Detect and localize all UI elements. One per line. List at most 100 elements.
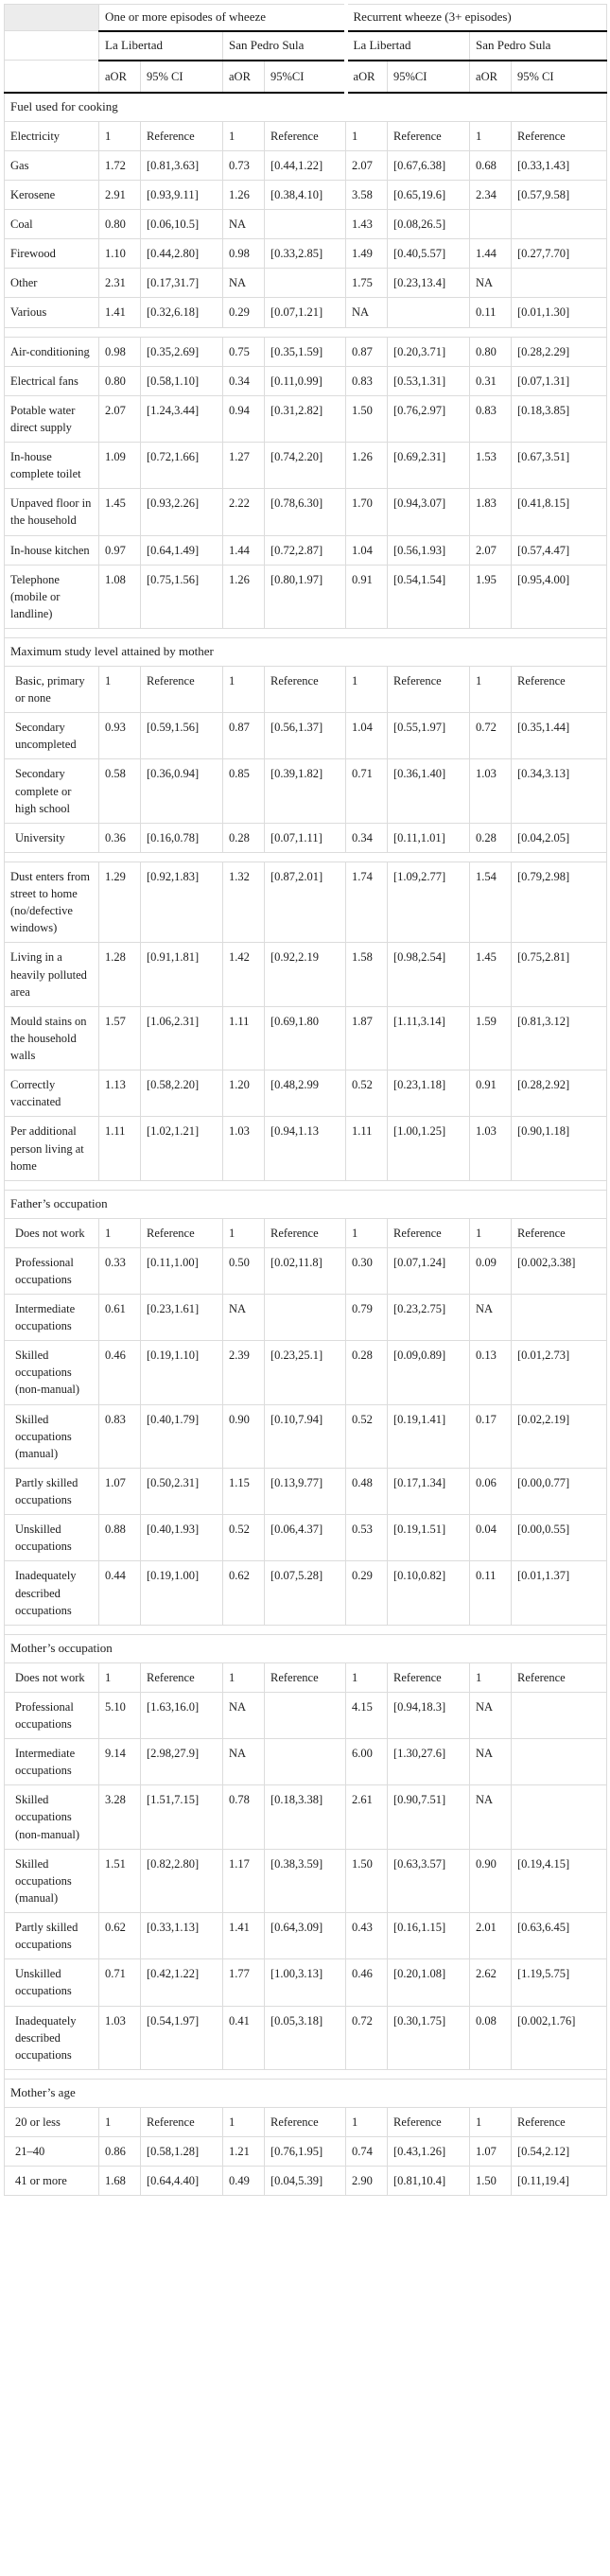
value-cell: [0.11,19.4] (511, 2166, 608, 2197)
value-cell: 1.50 (469, 2166, 513, 2197)
value-cell: 1 (222, 665, 265, 714)
row-label: Potable water direct supply (4, 394, 99, 444)
value-cell: [0.00,0.77] (511, 1467, 608, 1516)
value-cell: [0.20,3.71] (387, 336, 471, 367)
measure-header-row: aOR 95% CI aOR 95%CI aOR 95%CI aOR 95% C… (4, 60, 608, 94)
table-row: Unskilled occupations 0.88 [0.40,1.93] 0.52… (4, 1514, 608, 1562)
value-cell: [0.63,3.57] (387, 1848, 471, 1914)
page: One or more episodes of wheeze Recurrent… (3, 3, 608, 2197)
value-cell: [0.59,1.56] (140, 712, 223, 760)
value-cell: 1.04 (345, 712, 389, 760)
value-cell: 0.46 (345, 1958, 389, 2007)
value-cell: 1.83 (469, 488, 513, 536)
value-cell: [0.38,3.59] (263, 1848, 347, 1914)
value-cell: 1.57 (98, 1005, 141, 1071)
value-cell: 1 (345, 1217, 389, 1248)
value-cell: [0.44,2.80] (140, 238, 223, 270)
value-cell: [0.23,1.18] (387, 1070, 471, 1118)
value-cell: [0.81,3.63] (140, 149, 223, 181)
section-title-row: Fuel used for cooking (3, 92, 608, 122)
value-cell: [0.42,1.22] (140, 1958, 223, 2007)
value-cell: [0.64,3.09] (263, 1912, 347, 1960)
value-cell: Reference (263, 2106, 347, 2137)
corner-cell (4, 3, 99, 32)
value-cell: Reference (140, 120, 223, 151)
value-cell: 1.58 (345, 942, 389, 1007)
table-row: Air-conditioning 0.98 [0.35,2.69] 0.75 [0.35… (4, 336, 608, 367)
table-row: Telephone (mobile or landline) 1.08 [0.75,… (4, 564, 608, 630)
value-cell: 0.68 (469, 149, 513, 181)
row-label: Unskilled occupations (4, 1514, 99, 1562)
value-cell: 0.98 (98, 336, 141, 367)
value-cell: [0.34,3.13] (511, 758, 608, 824)
table-row: 41 or more 1.68 [0.64,4.40] 0.49 [0.04,5.39]… (4, 2166, 608, 2197)
value-cell (511, 1293, 608, 1342)
table-row: Secondary uncompleted 0.93 [0.59,1.56] 0.87… (4, 712, 608, 760)
value-cell: 1.03 (469, 1116, 513, 1181)
value-cell: [0.23,2.75] (387, 1293, 471, 1342)
table-row: Gas 1.72 [0.81,3.63] 0.73 [0.44,1.22] 2.07 [0.… (4, 149, 608, 181)
value-cell: Reference (511, 120, 608, 151)
value-cell: 0.46 (98, 1340, 141, 1405)
value-cell: 0.29 (345, 1560, 389, 1626)
value-cell: [0.07,1.11] (263, 822, 347, 853)
location-header-row: La Libertad San Pedro Sula La Libertad S… (4, 30, 608, 61)
value-cell: [0.76,1.95] (263, 2135, 347, 2167)
value-cell: 2.62 (469, 1958, 513, 2007)
value-cell: [0.56,1.93] (387, 534, 471, 566)
value-cell: [0.27,7.70] (511, 238, 608, 270)
table-row: Kerosene 2.91 [0.93,9.11] 1.26 [0.38,4.10] 3.… (4, 179, 608, 211)
value-cell: [0.01,1.30] (511, 297, 608, 328)
value-cell: [0.13,9.77] (263, 1467, 347, 1516)
table-row: 20 or less 1 Reference 1 Reference 1 Reference… (4, 2106, 608, 2137)
row-label: Secondary uncompleted (4, 712, 99, 760)
value-cell: 1.17 (222, 1848, 265, 1914)
aor-header: aOR (98, 60, 141, 94)
value-cell: 1 (222, 1217, 265, 1248)
value-cell: [0.16,1.15] (387, 1912, 471, 1960)
table-row: Skilled occupations (non-manual) 0.46 [0.1… (4, 1340, 608, 1405)
group-header-one-or-more-wheeze: One or more episodes of wheeze (97, 3, 347, 32)
table-row: Does not work 1 Reference 1 Reference 1 Refere… (4, 1217, 608, 1248)
aor-header: aOR (222, 60, 265, 94)
value-cell: [0.28,2.29] (511, 336, 608, 367)
value-cell: [0.58,1.28] (140, 2135, 223, 2167)
value-cell: 0.80 (469, 336, 513, 367)
value-cell: 0.90 (222, 1403, 265, 1469)
value-cell: 1.50 (345, 394, 389, 444)
value-cell: [0.57,9.58] (511, 179, 608, 211)
table-row: Professional occupations 5.10 [1.63,16.0] N… (4, 1691, 608, 1740)
table-row: Firewood 1.10 [0.44,2.80] 0.98 [0.33,2.85] 1.… (4, 238, 608, 270)
value-cell: [0.19,1.00] (140, 1560, 223, 1626)
value-cell: 0.06 (469, 1467, 513, 1516)
value-cell: 1 (345, 2106, 389, 2137)
value-cell: 1.70 (345, 488, 389, 536)
value-cell: [0.64,4.40] (140, 2166, 223, 2197)
value-cell: 0.87 (222, 712, 265, 760)
row-label: Professional occupations (4, 1246, 99, 1295)
row-label: Inadequately described occupations (4, 2005, 99, 2070)
table-row: Electrical fans 0.80 [0.58,1.10] 0.34 [0.11,… (4, 365, 608, 396)
value-cell: 0.72 (345, 2005, 389, 2070)
section-title: Maximum study level attained by mother (3, 637, 608, 667)
value-cell (263, 1738, 347, 1786)
value-cell: 0.43 (345, 1912, 389, 1960)
value-cell: 1.20 (222, 1070, 265, 1118)
value-cell: [0.20,1.08] (387, 1958, 471, 2007)
value-cell: [1.02,1.21] (140, 1116, 223, 1181)
value-cell: [0.78,6.30] (263, 488, 347, 536)
value-cell: 1 (98, 2106, 141, 2137)
table-row: Inadequately described occupations 1.03 [0… (4, 2005, 608, 2070)
value-cell: [0.94,18.3] (387, 1691, 471, 1740)
value-cell: 0.36 (98, 822, 141, 853)
section-title: Mother’s occupation (3, 1633, 608, 1663)
value-cell: 1.04 (345, 534, 389, 566)
value-cell: 0.28 (469, 822, 513, 853)
value-cell: 1 (345, 120, 389, 151)
value-cell: 1.26 (222, 564, 265, 630)
value-cell: 1.68 (98, 2166, 141, 2197)
row-label: Skilled occupations (non-manual) (4, 1784, 99, 1850)
value-cell: 1 (98, 120, 141, 151)
value-cell: 0.48 (345, 1467, 389, 1516)
row-label: Basic, primary or none (4, 665, 99, 714)
